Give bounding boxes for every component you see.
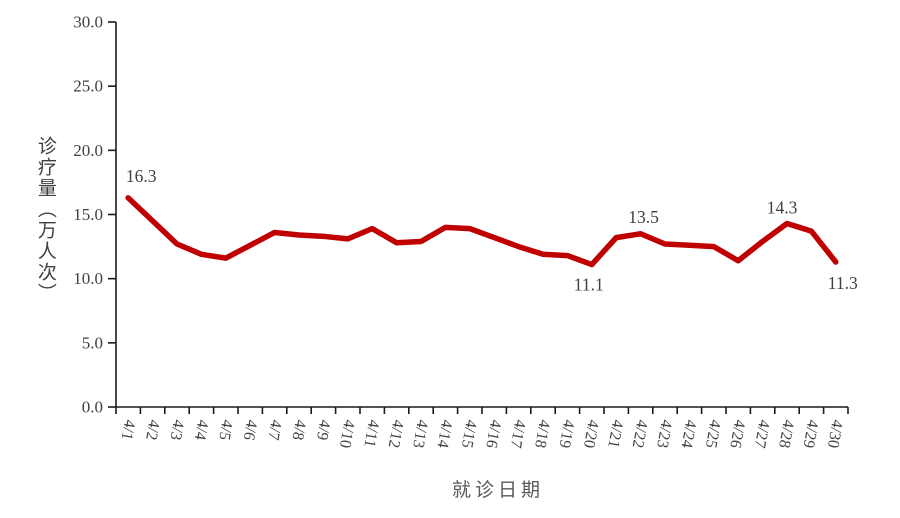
x-tick-label: 4/16 xyxy=(482,418,504,449)
y-tick-label: 10.0 xyxy=(73,269,103,288)
series-line xyxy=(125,195,839,268)
x-tick-label: 4/29 xyxy=(800,418,822,449)
x-tick-label: 4/4 xyxy=(191,418,211,441)
data-label: 13.5 xyxy=(628,207,659,227)
x-tick-label: 4/12 xyxy=(385,418,407,449)
x-tick-label: 4/19 xyxy=(556,418,578,449)
x-tick-label: 4/1 xyxy=(118,418,138,441)
x-tick-label: 4/5 xyxy=(215,418,235,441)
x-tick-label: 4/25 xyxy=(702,418,724,449)
x-tick-label: 4/27 xyxy=(751,418,773,449)
x-tick-label: 4/24 xyxy=(678,418,700,449)
x-tick-label: 4/2 xyxy=(142,418,162,441)
x-tick-label: 4/8 xyxy=(289,418,309,441)
x-tick-label: 4/23 xyxy=(653,418,675,449)
x-tick-label: 4/15 xyxy=(458,418,480,449)
x-tick-label: 4/17 xyxy=(507,418,529,449)
x-tick-label: 4/13 xyxy=(409,418,431,449)
y-tick-label: 20.0 xyxy=(73,141,103,160)
y-tick-label: 25.0 xyxy=(73,77,103,96)
x-tick-label: 4/6 xyxy=(240,418,260,441)
data-label: 11.1 xyxy=(574,275,604,295)
x-tick-label: 4/21 xyxy=(604,418,626,449)
data-label: 11.3 xyxy=(828,273,858,293)
x-axis-title: 就诊日期 xyxy=(452,480,545,501)
y-axis-title: 诊疗量（万人次） xyxy=(34,136,56,304)
x-tick-label: 4/3 xyxy=(167,418,187,441)
x-tick-label: 4/22 xyxy=(629,418,651,449)
y-tick-label: 5.0 xyxy=(82,333,103,352)
data-label: 14.3 xyxy=(767,197,798,217)
y-tick-label: 0.0 xyxy=(82,398,103,417)
x-tick-label: 4/14 xyxy=(434,418,456,449)
y-tick-label: 15.0 xyxy=(73,205,103,224)
x-tick-label: 4/10 xyxy=(336,418,358,449)
x-tick-label: 4/18 xyxy=(531,418,553,449)
x-tick-label: 4/20 xyxy=(580,418,602,449)
x-tick-label: 4/11 xyxy=(360,418,382,448)
x-tick-label: 4/9 xyxy=(313,418,333,441)
x-tick-label: 4/28 xyxy=(775,418,797,449)
x-tick-label: 4/30 xyxy=(824,418,846,449)
data-label: 16.3 xyxy=(126,166,157,186)
x-tick-label: 4/7 xyxy=(264,418,284,441)
x-tick-label: 4/26 xyxy=(726,418,748,449)
y-tick-label: 30.0 xyxy=(73,13,103,32)
